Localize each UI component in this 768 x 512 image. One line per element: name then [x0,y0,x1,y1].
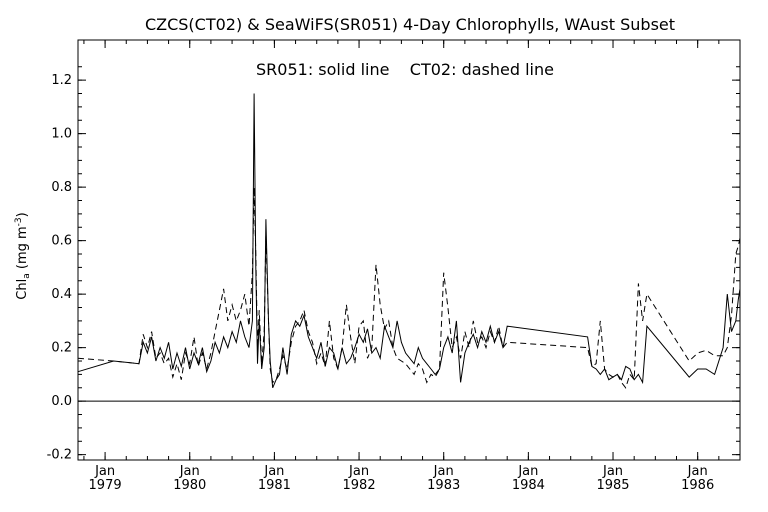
y-axis-label: Chla (mg m-3) [14,212,32,299]
y-tick-label: -0.2 [47,448,72,463]
chart-annotation: SR051: solid line CT02: dashed line [256,60,554,79]
x-tick-year-label: 1984 [512,478,545,493]
x-tick-month-label: Jan [348,464,369,479]
x-tick-year-label: 1982 [343,478,376,493]
chart-title: CZCS(CT02) & SeaWiFS(SR051) 4-Day Chloro… [145,15,675,34]
series-line-ct02 [77,187,741,389]
x-tick-year-label: 1986 [681,478,714,493]
y-axis-label-superscript: -3 [14,217,24,226]
y-tick-label: 0.0 [51,394,72,409]
y-axis-label-close: ) [15,212,30,217]
x-tick-month-label: Jan [517,464,538,479]
x-tick-year-label: 1979 [89,478,122,493]
series-line-sr051 [77,93,741,388]
x-tick-year-label: 1985 [596,478,629,493]
x-tick-year-label: 1980 [173,478,206,493]
y-axis-label-subscript: a [22,273,32,279]
y-tick-label: 1.2 [51,73,72,88]
y-axis-label-unit: (mg m [15,226,30,273]
y-tick-label: 0.6 [51,234,72,249]
x-tick-month-label: Jan [602,464,623,479]
y-axis-label-text: Chla (mg m-3) [14,212,32,299]
x-tick-month-label: Jan [433,464,454,479]
x-tick-year-label: 1981 [258,478,291,493]
y-tick-label: 0.2 [51,341,72,356]
x-tick-month-label: Jan [687,464,708,479]
y-axis-label-main: Chl [15,279,30,300]
y-tick-label: 0.4 [51,287,72,302]
plot-area: -0.20.00.20.40.60.81.01.2Jan1979Jan1980J… [47,39,741,493]
x-tick-year-label: 1983 [427,478,460,493]
x-tick-month-label: Jan [263,464,284,479]
y-tick-label: 1.0 [51,127,72,142]
x-tick-month-label: Jan [179,464,200,479]
x-tick-month-label: Jan [94,464,115,479]
y-tick-label: 0.8 [51,180,72,195]
plot-frame [77,39,741,461]
